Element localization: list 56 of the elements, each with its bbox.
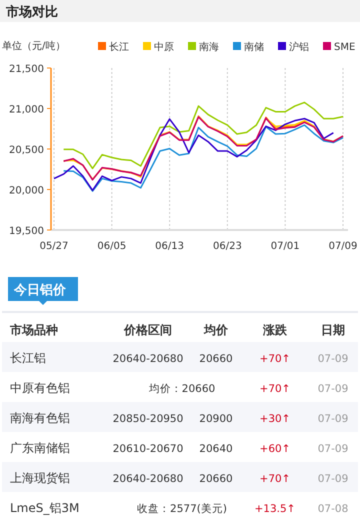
category-label: 价格区间	[123, 323, 172, 337]
category-label: 涨跌	[262, 323, 288, 337]
text: LmeS_铝3M	[10, 501, 80, 515]
text: 20640	[199, 443, 233, 455]
text: 07-09	[318, 413, 348, 425]
text: 20660	[199, 473, 233, 485]
text: 20850-20950	[112, 413, 184, 425]
line-series	[62, 124, 344, 192]
text: 20640-20680	[112, 473, 184, 485]
text: 07-09	[318, 443, 348, 455]
x-tick-label: 06/05	[97, 241, 126, 252]
x-tick-label: 06/23	[212, 241, 242, 252]
legend-label: 长江	[109, 41, 129, 53]
legend-label: SME	[334, 42, 356, 53]
x-tick-label: 07/09	[328, 241, 358, 252]
text: +70↑	[260, 383, 290, 395]
text: 20640-20680	[112, 353, 184, 365]
text: 20900	[199, 413, 233, 425]
y-tick-label: 20,000	[9, 186, 44, 196]
legend-label: 沪铝	[289, 41, 309, 53]
category-label: 市场品种	[9, 323, 58, 337]
category-label: 均价	[203, 323, 229, 337]
category-label: 日期	[321, 323, 345, 337]
text: 上海现货铝	[10, 471, 70, 485]
text: 20660	[199, 353, 233, 365]
legend-label: 中原	[154, 41, 174, 53]
x-tick-label: 07/01	[270, 241, 300, 252]
legend-label: 南海	[199, 41, 219, 53]
text: 收盘：2577(美元)	[137, 503, 227, 515]
x-tick-label: 05/27	[40, 241, 68, 252]
line-series	[62, 102, 344, 170]
text: +30↑	[260, 413, 290, 425]
text: 07-09	[318, 383, 348, 395]
text: 南海有色铝	[10, 411, 70, 425]
text: 长江铝	[10, 351, 46, 365]
text: +13.5↑	[254, 503, 296, 515]
text: 今日铝价	[13, 283, 67, 298]
text: 广东南储铝	[10, 441, 70, 455]
text: +70↑	[260, 353, 290, 365]
text: 07-09	[318, 473, 348, 485]
y-tick-label: 20,500	[9, 145, 44, 156]
text: 中原有色铝	[10, 381, 70, 395]
legend-label: 南储	[244, 41, 264, 53]
text: 20610-20670	[112, 443, 184, 455]
line-series	[53, 118, 334, 192]
text: 07-08	[318, 503, 348, 515]
chart-title: 市场对比	[5, 4, 58, 20]
y-tick-label: 21,500	[9, 64, 44, 75]
text: 07-09	[318, 353, 348, 365]
y-tick-label: 19,500	[9, 226, 44, 237]
x-tick-label: 06/13	[155, 241, 184, 252]
text: +60↑	[260, 443, 290, 455]
text: +70↑	[260, 473, 290, 485]
y-axis-title: 单位（元/吨）	[2, 40, 66, 52]
y-tick-label: 21,000	[9, 104, 44, 116]
text: 均价：20660	[148, 383, 216, 395]
